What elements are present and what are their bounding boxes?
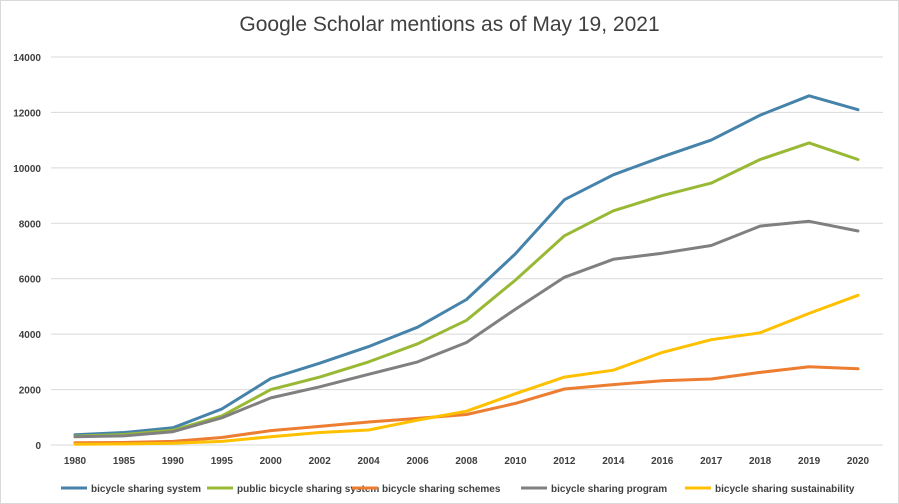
- x-tick-label: 2008: [455, 456, 478, 467]
- y-tick-label: 10000: [13, 164, 41, 175]
- x-tick-label: 2010: [504, 456, 527, 467]
- x-tick-label: 2017: [700, 456, 723, 467]
- x-tick-label: 2020: [847, 456, 870, 467]
- x-tick-label: 2018: [749, 456, 772, 467]
- y-tick-label: 8000: [19, 219, 42, 230]
- series-line-4: [73, 219, 860, 439]
- y-tick-label: 2000: [19, 386, 42, 397]
- y-tick-label: 6000: [19, 275, 42, 286]
- x-tick-label: 1980: [64, 456, 87, 467]
- x-tick-label: 1995: [211, 456, 234, 467]
- legend-label-1: bicycle sharing system: [91, 484, 201, 495]
- x-tick-label: 2006: [406, 456, 429, 467]
- y-tick-label: 0: [35, 441, 41, 452]
- x-tick-label: 2004: [358, 456, 381, 467]
- x-tick-label: 2012: [553, 456, 576, 467]
- legend-label-2: public bicycle sharing system: [237, 484, 379, 495]
- x-axis: 1980 1985 1990 1995 2000 2002 2004 2006 2008 2010…: [64, 456, 870, 467]
- legend-label-4: bicycle sharing program: [551, 484, 667, 495]
- y-tick-label: 14000: [13, 53, 41, 64]
- series-lines: [73, 94, 860, 446]
- x-tick-label: 2016: [651, 456, 674, 467]
- x-tick-label: 2014: [602, 456, 625, 467]
- y-tick-label: 4000: [19, 330, 42, 341]
- x-tick-label: 2000: [260, 456, 283, 467]
- x-tick-label: 1990: [162, 456, 185, 467]
- y-axis: 0 2000 4000 6000 8000 10000 12000 14000: [13, 53, 41, 452]
- series-line-2: [73, 141, 860, 438]
- series-line-1: [73, 94, 860, 437]
- x-tick-label: 2002: [309, 456, 332, 467]
- legend-label-5: bicycle sharing sustainability: [715, 484, 855, 495]
- series-line-5: [73, 293, 860, 446]
- x-tick-label: 1985: [113, 456, 136, 467]
- legend-label-3: bicycle sharing schemes: [382, 484, 501, 495]
- legend: bicycle sharing system public bicycle sha…: [61, 484, 855, 495]
- series-line-3: [73, 365, 860, 445]
- x-tick-label: 2019: [798, 456, 821, 467]
- chart-title: Google Scholar mentions as of May 19, 20…: [239, 13, 660, 36]
- y-tick-label: 12000: [13, 108, 41, 119]
